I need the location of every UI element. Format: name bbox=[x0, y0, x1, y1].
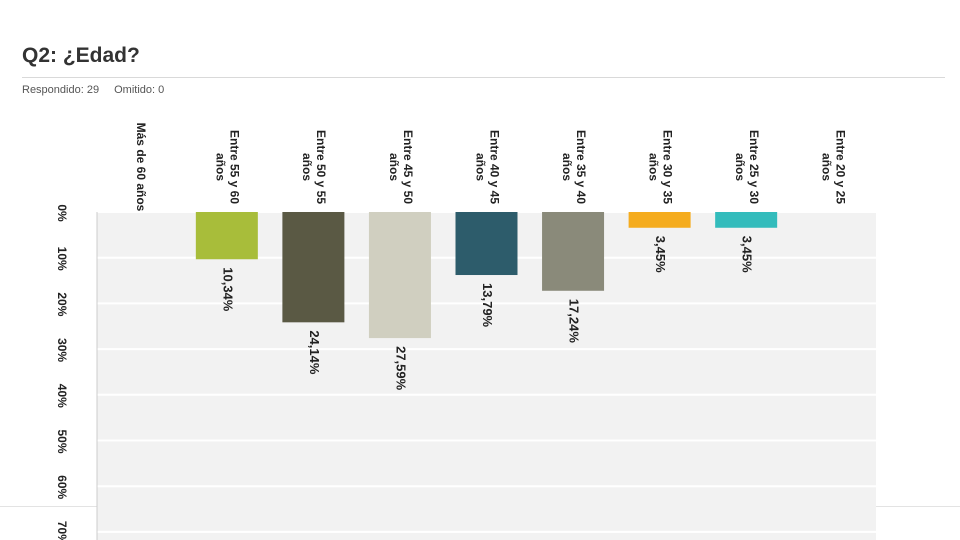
bar bbox=[282, 212, 345, 323]
data-label: 13,79% bbox=[480, 283, 495, 328]
bar bbox=[715, 212, 778, 228]
y-tick-label: 50% bbox=[55, 429, 69, 453]
category-label: años bbox=[646, 153, 660, 181]
category-label: años bbox=[473, 153, 487, 181]
category-label: Entre 55 y 60 bbox=[228, 130, 242, 204]
y-tick-label: 0% bbox=[55, 204, 69, 222]
answered-count: Respondido: 29 bbox=[22, 84, 100, 96]
bar bbox=[195, 212, 258, 260]
category-label: años bbox=[560, 153, 574, 181]
data-label: 10,34% bbox=[220, 267, 235, 312]
data-label: 3,45% bbox=[653, 236, 668, 273]
page-title: Q2: ¿Edad? bbox=[22, 44, 140, 67]
category-label: Más de 60 años bbox=[134, 123, 148, 212]
data-label: 24,14% bbox=[307, 330, 322, 375]
category-label: Entre 20 y 25 bbox=[834, 130, 848, 204]
data-label: 27,59% bbox=[394, 346, 409, 391]
y-tick-label: 20% bbox=[55, 292, 69, 316]
category-label: Entre 45 y 50 bbox=[401, 130, 415, 204]
y-tick-label: 10% bbox=[55, 247, 69, 271]
response-summary: Respondido: 29 Omitido: 0 bbox=[22, 84, 164, 96]
category-label: Entre 30 y 35 bbox=[660, 130, 674, 204]
y-tick-label: 70% bbox=[55, 521, 69, 540]
category-label: años bbox=[387, 153, 401, 181]
bar bbox=[542, 212, 605, 291]
category-label: años bbox=[820, 153, 834, 181]
y-tick-label: 40% bbox=[55, 384, 69, 408]
category-label: Entre 35 y 40 bbox=[574, 130, 588, 204]
data-labels: 10,34% 24,14% 27,59% 13,79% 17,24% 3,45% 3,45% bbox=[220, 236, 754, 391]
bar bbox=[368, 212, 431, 339]
data-label: 3,45% bbox=[740, 236, 755, 273]
data-label: 17,24% bbox=[567, 299, 582, 344]
bar bbox=[628, 212, 691, 228]
category-label: Entre 50 y 55 bbox=[314, 130, 328, 204]
category-label: años bbox=[733, 153, 747, 181]
y-tick-label: 60% bbox=[55, 475, 69, 499]
title-divider bbox=[22, 77, 945, 78]
y-axis-ticks: 0% 10% 20% 30% 40% 50% 60% 70% bbox=[55, 204, 69, 540]
bar bbox=[455, 212, 518, 276]
category-label: años bbox=[300, 153, 314, 181]
bars bbox=[195, 212, 778, 339]
category-label: años bbox=[214, 153, 228, 181]
y-tick-label: 30% bbox=[55, 338, 69, 362]
category-label: Entre 40 y 45 bbox=[487, 130, 501, 204]
category-label: Entre 25 y 30 bbox=[747, 130, 761, 204]
skipped-count: Omitido: 0 bbox=[114, 84, 165, 96]
